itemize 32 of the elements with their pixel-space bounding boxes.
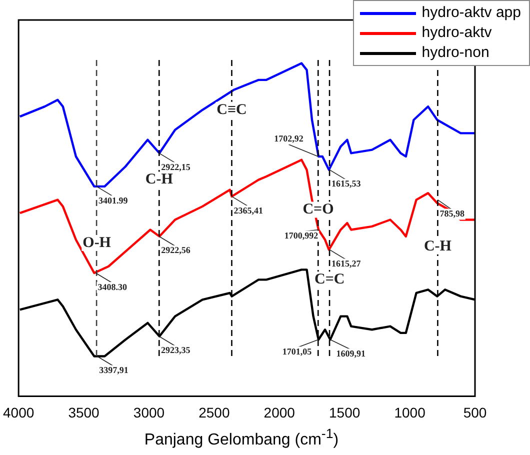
- x-tick-label: 3500: [68, 404, 100, 420]
- annotation: 3397,91: [99, 365, 129, 376]
- annotation: 1615,27: [332, 258, 362, 269]
- x-tick-label: 1500: [329, 404, 360, 420]
- annotation: O-H: [82, 234, 112, 251]
- x-tick-label: 2500: [198, 404, 230, 420]
- annotation: 1701,05: [282, 346, 312, 356]
- annotation: 3401.99: [98, 195, 128, 206]
- annotation: 1615,53: [332, 178, 362, 189]
- legend-label: hydro-aktv app: [422, 3, 521, 23]
- legend-label: hydro-non: [422, 43, 490, 63]
- annotation: 1700,992: [284, 230, 319, 241]
- annotation: C-H: [145, 172, 174, 188]
- annotation: 3408.30: [98, 282, 128, 292]
- annotation: 2922,56: [161, 245, 191, 256]
- x-tick-label: 2000: [264, 404, 296, 420]
- x-tick-label: 500: [463, 404, 487, 420]
- annotation: 2923,35: [160, 345, 191, 356]
- x-tick-label: 4000: [2, 404, 34, 420]
- annotation: 1702,92: [274, 133, 304, 144]
- annotation: C≡C: [216, 102, 247, 118]
- annotation: 2365,41: [234, 205, 264, 216]
- x-axis-title: Panjang Gelombang (cm$^{-1}$): [143, 426, 340, 450]
- annotation: 1609,91: [336, 348, 366, 358]
- annotation: C=C: [314, 272, 345, 288]
- x-tick-label: 3000: [133, 404, 165, 420]
- annotation: 2922,15: [161, 162, 191, 172]
- legend-label: hydro-aktv: [422, 23, 492, 43]
- annotation: 785,98: [440, 208, 465, 219]
- annotation: C=O: [302, 202, 334, 218]
- annotation: C-H: [424, 238, 452, 254]
- x-tick-label: 1000: [394, 404, 426, 420]
